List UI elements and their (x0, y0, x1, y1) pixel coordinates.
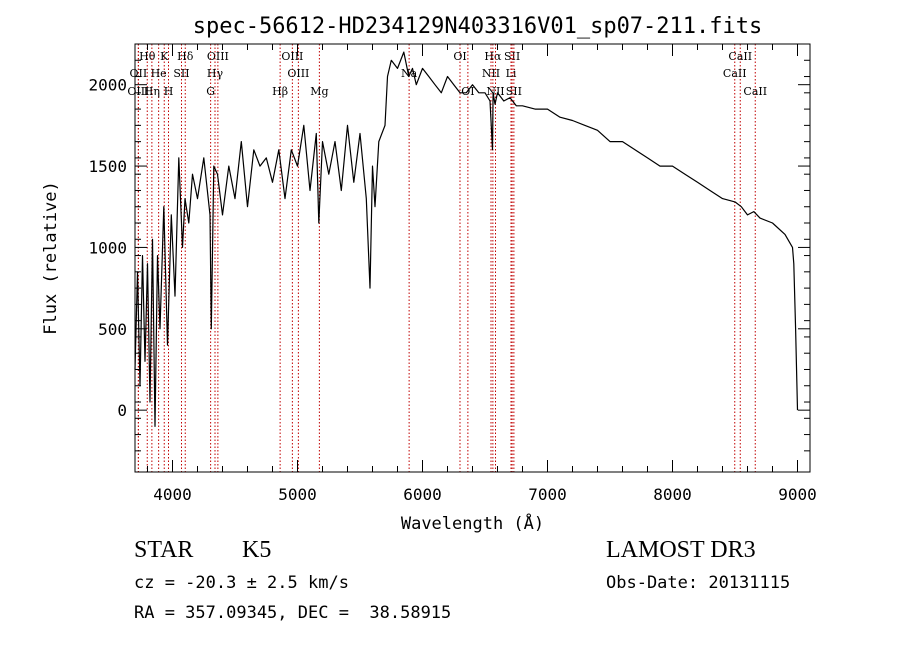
line-marker-label-9: OIII (207, 50, 229, 63)
x-tick-label-1: 5000 (278, 485, 317, 504)
line-marker-label-21: NII (486, 85, 504, 98)
line-marker-label-5: Hη (144, 85, 160, 98)
line-marker-label-7: SII (173, 67, 189, 80)
line-marker-label-8: H (164, 85, 174, 98)
x-tick-label-3: 7000 (528, 485, 567, 504)
line-marker-label-23: Li (506, 67, 517, 80)
line-marker-label-4: He (151, 67, 167, 80)
line-marker-label-13: OIII (281, 50, 303, 63)
line-marker-label-24: SII (506, 85, 522, 98)
x-tick-label-0: 4000 (153, 485, 192, 504)
series-flux-line (134, 51, 799, 427)
obs-date: Obs-Date: 20131115 (606, 573, 791, 593)
y-tick-label-3: 1500 (88, 157, 127, 176)
x-tick-label-4: 8000 (653, 485, 692, 504)
x-axis-label: Wavelength (Å) (401, 512, 544, 534)
line-marker-label-2: OIII (127, 85, 149, 98)
line-marker-label-19: Hα (484, 50, 502, 63)
line-marker-label-25: CaII (728, 50, 752, 63)
line-marker-label-14: OIII (287, 67, 309, 80)
line-marker-label-10: Hγ (207, 67, 224, 80)
redshift-line: cz = -20.3 ± 2.5 km/s (134, 573, 349, 593)
line-marker-label-12: Hβ (272, 85, 288, 98)
line-marker-label-15: Mg (310, 85, 328, 98)
line-marker-label-27: CaII (743, 85, 767, 98)
y-tick-label-1: 500 (98, 320, 127, 339)
object-subclass: K5 (242, 537, 272, 563)
line-marker-label-20: NII (482, 67, 500, 80)
y-tick-label-0: 0 (117, 401, 127, 420)
x-tick-label-5: 9000 (778, 485, 817, 504)
line-marker-label-0: Hθ (139, 50, 156, 63)
chart-title: spec-56612-HD234129N403316V01_sp07-211.f… (193, 14, 763, 39)
line-marker-label-22: SII (504, 50, 520, 63)
object-class: STAR (134, 537, 194, 563)
x-tick-label-2: 6000 (403, 485, 442, 504)
y-tick-label-4: 2000 (88, 76, 127, 95)
line-marker-label-6: Hδ (177, 50, 194, 63)
coordinates: RA = 357.09345, DEC = 38.58915 (134, 603, 452, 623)
line-marker-label-26: CaII (723, 67, 747, 80)
y-axis-label: Flux (relative) (41, 181, 61, 335)
line-marker-label-11: G (206, 85, 215, 98)
plot-frame (134, 43, 811, 473)
survey-name: LAMOST DR3 (606, 537, 756, 563)
line-marker-label-17: OI (453, 50, 466, 63)
y-tick-label-2: 1000 (88, 238, 127, 257)
line-marker-label-3: K (160, 50, 169, 63)
